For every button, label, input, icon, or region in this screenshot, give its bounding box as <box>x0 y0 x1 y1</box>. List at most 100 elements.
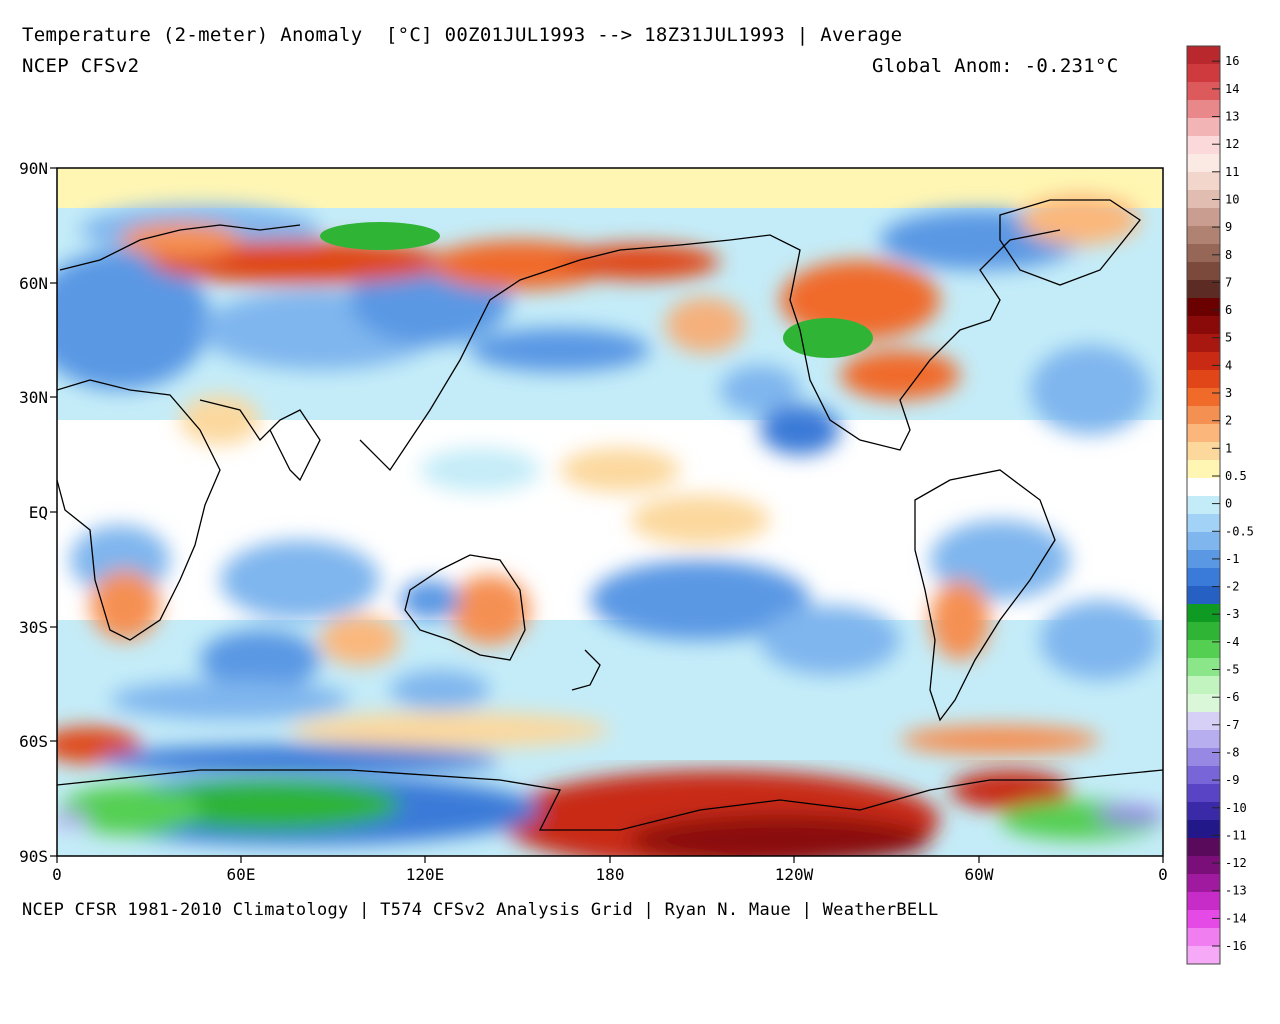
colorbar-box <box>1187 154 1220 173</box>
colorbar-box <box>1187 550 1220 569</box>
colorbar-box <box>1187 532 1220 551</box>
colorbar-box <box>1187 586 1220 605</box>
colorbar-label: 7 <box>1225 275 1232 289</box>
colorbar-label: -4 <box>1225 635 1239 649</box>
map-title: Temperature (2-meter) Anomaly [°C] 00Z01… <box>22 24 903 46</box>
siberia-cold-spot <box>320 222 440 250</box>
lon-label-120w: 120W <box>775 865 814 884</box>
colorbar-label: 13 <box>1225 110 1239 124</box>
lat-label-60s: 60S <box>19 732 48 751</box>
colorbar-box <box>1187 604 1220 623</box>
colorbar-box <box>1187 46 1220 65</box>
colorbar-box <box>1187 496 1220 515</box>
colorbar-box <box>1187 874 1220 893</box>
colorbar-box <box>1187 334 1220 353</box>
colorbar-box <box>1187 118 1220 137</box>
colorbar-box <box>1187 892 1220 911</box>
colorbar-box <box>1187 352 1220 371</box>
colorbar-label: -14 <box>1225 911 1247 925</box>
colorbar-box <box>1187 244 1220 263</box>
colorbar-box <box>1187 172 1220 191</box>
colorbar-label: 4 <box>1225 358 1232 372</box>
colorbar-label: -3 <box>1225 607 1239 621</box>
colorbar-box <box>1187 478 1220 497</box>
colorbar-boxes <box>1186 45 1221 965</box>
colorbar-box <box>1187 820 1220 839</box>
colorbar-box <box>1187 406 1220 425</box>
lon-label-0-east: 0 <box>1158 865 1168 884</box>
colorbar-label: 12 <box>1225 137 1239 151</box>
colorbar-box <box>1187 766 1220 785</box>
colorbar-label: -7 <box>1225 718 1239 732</box>
colorbar-box <box>1187 424 1220 443</box>
colorbar-label: 6 <box>1225 303 1232 317</box>
colorbar-box <box>1187 100 1220 119</box>
anomaly-map: 90N 60N 30N EQ 30S 60S 90S 0 60E 120E 18… <box>19 159 1168 884</box>
colorbar-box <box>1187 838 1220 857</box>
colorbar-label: -10 <box>1225 801 1247 815</box>
colorbar-label: -5 <box>1225 663 1239 677</box>
colorbar-label: 16 <box>1225 54 1239 68</box>
lat-label-90s: 90S <box>19 847 48 866</box>
lat-label-eq: EQ <box>29 503 48 522</box>
colorbar-box <box>1187 514 1220 533</box>
colorbar-label: 3 <box>1225 386 1232 400</box>
lat-ticks <box>50 167 57 857</box>
lat-label-60n: 60N <box>19 274 48 293</box>
colorbar-box <box>1187 712 1220 731</box>
colorbar-label: -11 <box>1225 828 1247 842</box>
lat-label-30s: 30S <box>19 618 48 637</box>
colorbar-label: -1 <box>1225 552 1239 566</box>
colorbar-box <box>1187 784 1220 803</box>
colorbar-box <box>1187 442 1220 461</box>
colorbar-box <box>1187 190 1220 209</box>
colorbar-box <box>1187 136 1220 155</box>
colorbar-box <box>1187 82 1220 101</box>
lat-label-30n: 30N <box>19 388 48 407</box>
colorbar-box <box>1187 928 1220 947</box>
colorbar-box <box>1187 658 1220 677</box>
lon-ticks <box>56 856 1164 863</box>
lat-label-90n: 90N <box>19 159 48 178</box>
colorbar-label: 1 <box>1225 441 1232 455</box>
colorbar-box <box>1187 910 1220 929</box>
model-name: NCEP CFSv2 <box>22 55 140 77</box>
colorbar-label: -9 <box>1225 773 1239 787</box>
colorbar-box <box>1187 280 1220 299</box>
colorbar-label: -6 <box>1225 690 1239 704</box>
colorbar-box <box>1187 316 1220 335</box>
colorbar-label: 10 <box>1225 193 1239 207</box>
lon-label-60w: 60W <box>965 865 994 884</box>
colorbar-box <box>1187 748 1220 767</box>
colorbar-box <box>1187 802 1220 821</box>
colorbar-box <box>1187 694 1220 713</box>
colorbar-label: 0 <box>1225 497 1232 511</box>
global-anomaly-value: Global Anom: -0.231°C <box>872 55 1119 77</box>
colorbar-label: 9 <box>1225 220 1232 234</box>
colorbar-label: 8 <box>1225 248 1232 262</box>
colorbar-box <box>1187 568 1220 587</box>
colorbar-label: -8 <box>1225 746 1239 760</box>
colorbar-label: 5 <box>1225 331 1232 345</box>
lon-label-180: 180 <box>596 865 625 884</box>
colorbar-label: -13 <box>1225 884 1247 898</box>
colorbar-frame <box>1186 45 1221 965</box>
colorbar-box <box>1187 640 1220 659</box>
colorbar-box <box>1187 622 1220 641</box>
colorbar-label: -0.5 <box>1225 524 1254 538</box>
colorbar-box <box>1187 856 1220 875</box>
lon-label-60e: 60E <box>227 865 256 884</box>
colorbar-box <box>1187 262 1220 281</box>
colorbar-label: 11 <box>1225 165 1239 179</box>
colorbar-box <box>1187 298 1220 317</box>
colorbar-label: -12 <box>1225 856 1247 870</box>
colorbar: 16 14 13 12 11 10 9 8 7 6 5 4 3 2 1 0.5 0 -0.5 -1 -2 -3 -4 -5 -… <box>1186 45 1254 965</box>
lon-label-0: 0 <box>52 865 62 884</box>
colorbar-box <box>1187 64 1220 83</box>
colorbar-box <box>1187 460 1220 479</box>
colorbar-box <box>1187 388 1220 407</box>
colorbar-label: 0.5 <box>1225 469 1247 483</box>
colorbar-label: 2 <box>1225 414 1232 428</box>
anomaly-field <box>57 168 1163 856</box>
coastlines <box>57 199 1163 831</box>
